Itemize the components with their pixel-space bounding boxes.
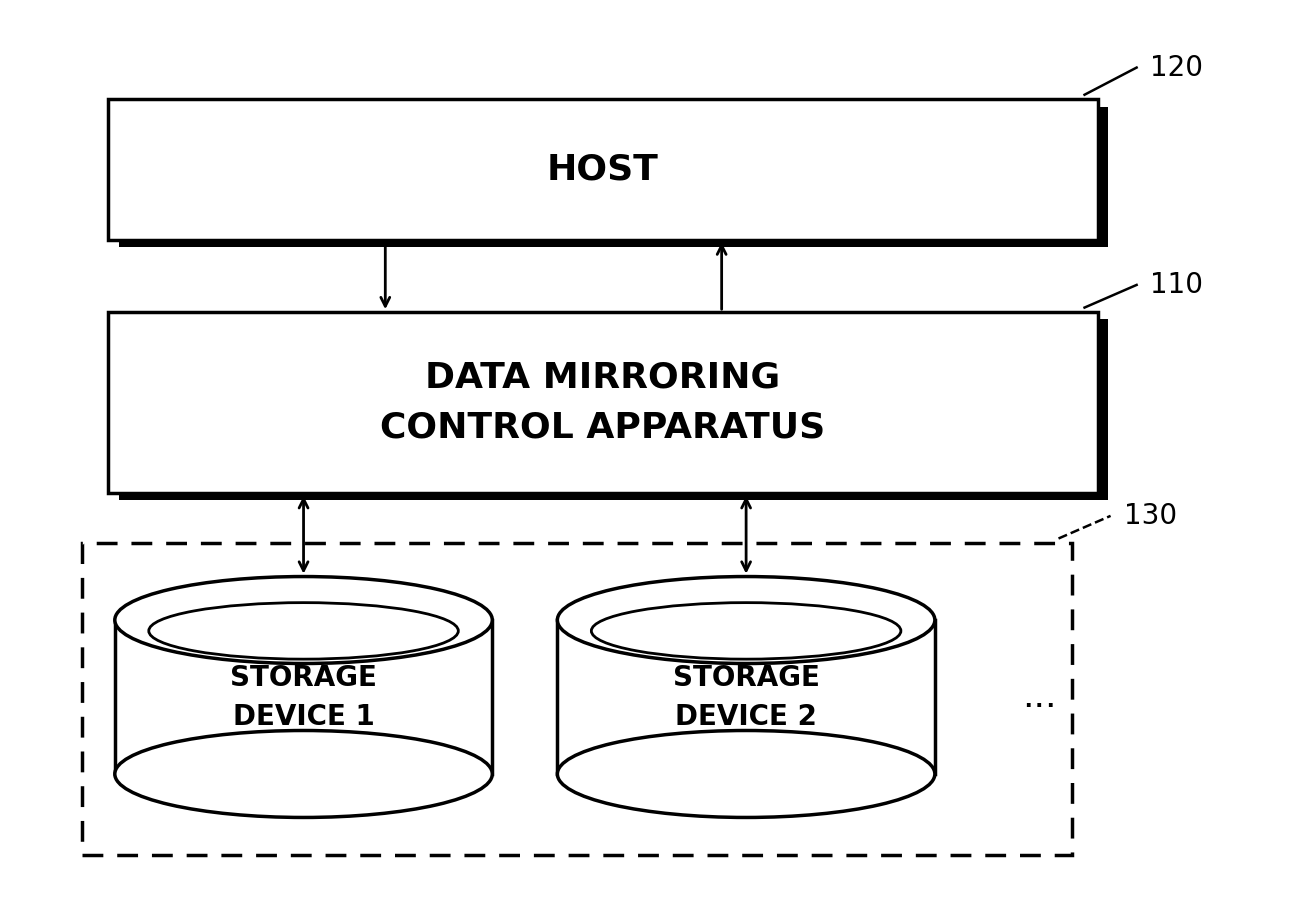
Bar [119, 319, 1108, 501]
Bar [109, 100, 1098, 239]
Text: 120: 120 [1150, 54, 1203, 81]
Text: DATA MIRRORING
CONTROL APPARATUS: DATA MIRRORING CONTROL APPARATUS [380, 360, 825, 445]
Text: 130: 130 [1124, 502, 1176, 530]
Ellipse shape [557, 730, 935, 817]
Text: HOST: HOST [548, 153, 659, 186]
Ellipse shape [115, 577, 493, 664]
Text: ...: ... [1022, 680, 1056, 714]
Bar [557, 620, 935, 774]
Text: STORAGE
DEVICE 1: STORAGE DEVICE 1 [231, 664, 377, 730]
Bar [119, 107, 1108, 247]
Bar [83, 543, 1072, 856]
Ellipse shape [115, 730, 493, 817]
Bar [115, 620, 493, 774]
Text: 110: 110 [1150, 271, 1203, 299]
Text: STORAGE
DEVICE 2: STORAGE DEVICE 2 [672, 664, 820, 730]
Bar [109, 312, 1098, 494]
Ellipse shape [557, 577, 935, 664]
